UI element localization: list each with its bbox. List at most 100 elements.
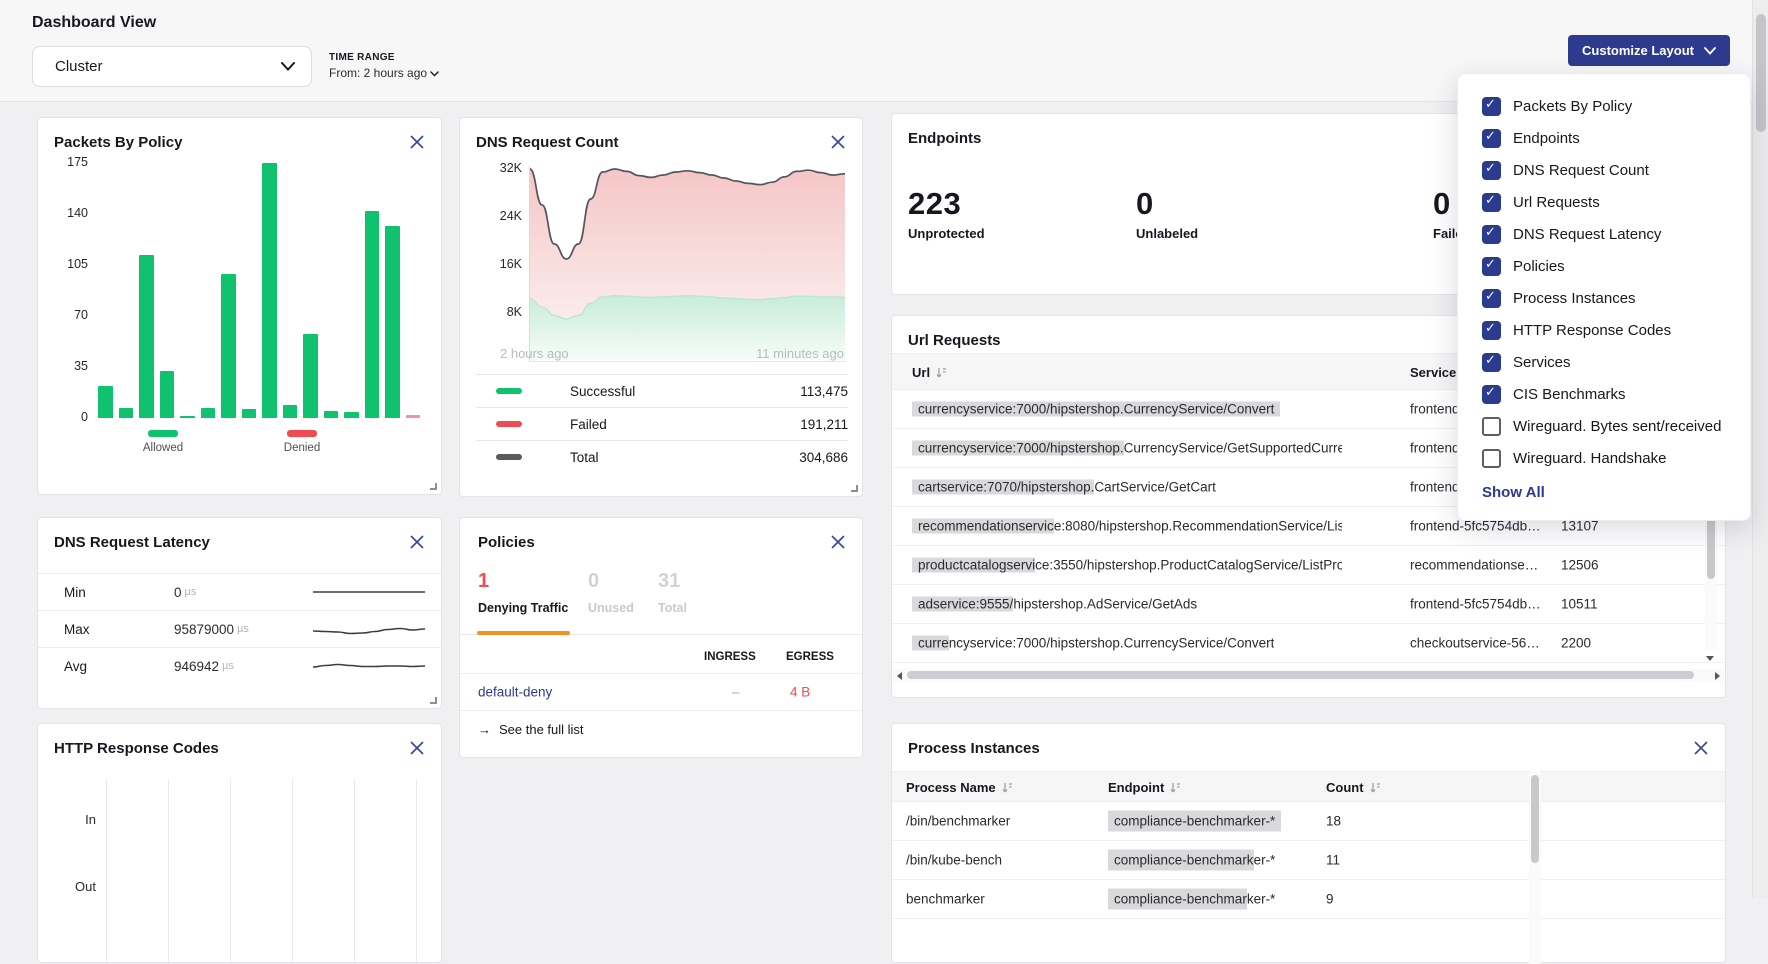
page-scrollbar[interactable]: [1752, 0, 1768, 898]
y-tick-label: 105: [67, 257, 88, 271]
see-full-list-link[interactable]: → See the full list: [478, 722, 584, 737]
menu-item-policies[interactable]: Policies: [1482, 250, 1750, 282]
checked-checkbox[interactable]: [1482, 320, 1501, 340]
customize-layout-button[interactable]: Customize Layout: [1568, 35, 1730, 66]
time-range-label: TIME RANGE: [329, 52, 395, 63]
count-value: 11: [1326, 852, 1341, 868]
card-title: DNS Request Latency: [54, 534, 210, 551]
menu-item-label: CIS Benchmarks: [1513, 385, 1626, 403]
process-instance-row[interactable]: /bin/kube-bench compliance-benchmarker-* 1…: [892, 841, 1725, 880]
close-icon[interactable]: [409, 534, 427, 552]
x-axis-label-left: 2 hours ago: [500, 346, 569, 361]
y-tick-label: 35: [74, 359, 88, 373]
resize-handle[interactable]: [430, 697, 437, 704]
checked-checkbox[interactable]: [1482, 96, 1501, 116]
latency-row-min: Min 0 µs: [38, 573, 441, 610]
menu-item-wireguard-handshake[interactable]: Wireguard. Handshake: [1482, 442, 1750, 474]
menu-item-http-response-codes[interactable]: HTTP Response Codes: [1482, 314, 1750, 346]
latency-row-avg: Avg 946942 µs: [38, 647, 441, 684]
page-title: Dashboard View: [32, 14, 157, 31]
active-tab-underline: [477, 631, 570, 635]
process-instance-row[interactable]: /bin/benchmarker compliance-benchmarker-*…: [892, 802, 1725, 841]
column-header-process-name[interactable]: Process Name: [906, 772, 1013, 803]
url-request-row[interactable]: currencyservice:7000/hipstershop.Currenc…: [892, 624, 1725, 663]
checked-checkbox[interactable]: [1482, 224, 1501, 244]
tab-total[interactable]: 31 Total: [658, 570, 687, 615]
url-value: productcatalogservice:3550/hipstershop.P…: [912, 557, 1342, 573]
bar-allowed: [159, 371, 174, 418]
checked-checkbox[interactable]: [1482, 288, 1501, 308]
page-scrollbar-thumb[interactable]: [1756, 14, 1766, 132]
y-tick-label: 8K: [506, 305, 522, 319]
url-request-row[interactable]: productcatalogservice:3550/hipstershop.P…: [892, 546, 1725, 585]
checked-checkbox[interactable]: [1482, 384, 1501, 404]
menu-item-wireguard-bytes-sent-received[interactable]: Wireguard. Bytes sent/received: [1482, 410, 1750, 442]
arrow-right-icon: →: [478, 722, 491, 737]
menu-item-packets-by-policy[interactable]: Packets By Policy: [1482, 90, 1750, 122]
resize-handle[interactable]: [430, 483, 437, 490]
unchecked-checkbox[interactable]: [1482, 448, 1501, 468]
checked-checkbox[interactable]: [1482, 160, 1501, 180]
menu-item-services[interactable]: Services: [1482, 346, 1750, 378]
resize-handle[interactable]: [851, 485, 858, 492]
bar-allowed: [200, 407, 215, 418]
process-instance-row[interactable]: benchmarker compliance-benchmarker-* 9: [892, 880, 1725, 919]
horizontal-scrollbar[interactable]: [893, 669, 1724, 682]
card-dns-request-count: DNS Request Count 32K 24K 16K 8K 2 hours ag…: [459, 117, 863, 497]
checked-checkbox[interactable]: [1482, 352, 1501, 372]
menu-item-dns-request-count[interactable]: DNS Request Count: [1482, 154, 1750, 186]
column-header-url[interactable]: Url: [912, 354, 947, 391]
url-request-row[interactable]: adservice:9555/hipstershop.AdService/Get…: [892, 585, 1725, 624]
show-all-link[interactable]: Show All: [1482, 484, 1545, 501]
close-icon[interactable]: [409, 134, 427, 152]
policy-row[interactable]: default-deny – 4 B: [460, 673, 862, 711]
menu-item-label: Wireguard. Bytes sent/received: [1513, 417, 1722, 435]
y-tick-label: 16K: [499, 257, 522, 271]
ingress-value: –: [732, 684, 740, 700]
tab-denying-traffic[interactable]: 1 Denying Traffic: [478, 570, 569, 615]
bar-allowed: [323, 410, 338, 418]
url-value: adservice:9555/hipstershop.AdService/Get…: [912, 596, 1197, 612]
menu-item-url-requests[interactable]: Url Requests: [1482, 186, 1750, 218]
scroll-down-arrow[interactable]: [1706, 656, 1714, 661]
checked-checkbox[interactable]: [1482, 128, 1501, 148]
count-value: 2200: [1561, 635, 1592, 651]
checked-checkbox[interactable]: [1482, 192, 1501, 212]
policy-name-link[interactable]: default-deny: [478, 684, 553, 700]
column-header-endpoint[interactable]: Endpoint: [1108, 772, 1181, 803]
count-value: 10511: [1561, 596, 1598, 612]
stat-unlabeled: 0 Unlabeled: [1136, 186, 1199, 241]
customize-layout-menu: Packets By Policy Endpoints DNS Request Co…: [1457, 73, 1751, 521]
card-policies: Policies 1 Denying Traffic 0 Unused 31 T…: [459, 517, 863, 758]
column-header-service[interactable]: Service: [1410, 365, 1457, 380]
process-name: benchmarker: [906, 891, 985, 907]
table-header: Process Name Endpoint Count: [892, 771, 1725, 802]
checked-checkbox[interactable]: [1482, 256, 1501, 276]
close-icon[interactable]: [830, 134, 848, 152]
time-range-value[interactable]: From: 2 hours ago: [329, 66, 440, 80]
vertical-scrollbar[interactable]: [1529, 771, 1541, 964]
column-header-count[interactable]: Count: [1326, 772, 1381, 803]
close-icon[interactable]: [830, 534, 848, 552]
chevron-down-icon: [430, 71, 440, 77]
row-label-out: Out: [75, 879, 96, 894]
bar-allowed: [303, 333, 318, 418]
menu-item-dns-request-latency[interactable]: DNS Request Latency: [1482, 218, 1750, 250]
menu-item-endpoints[interactable]: Endpoints: [1482, 122, 1750, 154]
url-request-row[interactable]: recommendationservice:8080/hipstershop.R…: [892, 507, 1725, 546]
unchecked-checkbox[interactable]: [1482, 416, 1501, 436]
menu-item-process-instances[interactable]: Process Instances: [1482, 282, 1750, 314]
url-value: cartservice:7070/hipstershop.CartService…: [912, 479, 1216, 495]
gridline: [230, 779, 231, 964]
x-axis-label-right: 11 minutes ago: [756, 346, 844, 361]
close-icon[interactable]: [409, 740, 427, 758]
view-selector[interactable]: Cluster: [32, 46, 312, 87]
legend-swatch: [496, 421, 522, 427]
menu-item-cis-benchmarks[interactable]: CIS Benchmarks: [1482, 378, 1750, 410]
tab-unused[interactable]: 0 Unused: [588, 570, 634, 615]
allowed-swatch: [148, 430, 178, 437]
url-value: recommendationservice:8080/hipstershop.R…: [912, 518, 1342, 534]
legend-value: 191,211: [800, 416, 848, 432]
sparkline-chart: [312, 618, 427, 645]
close-icon[interactable]: [1693, 740, 1711, 758]
